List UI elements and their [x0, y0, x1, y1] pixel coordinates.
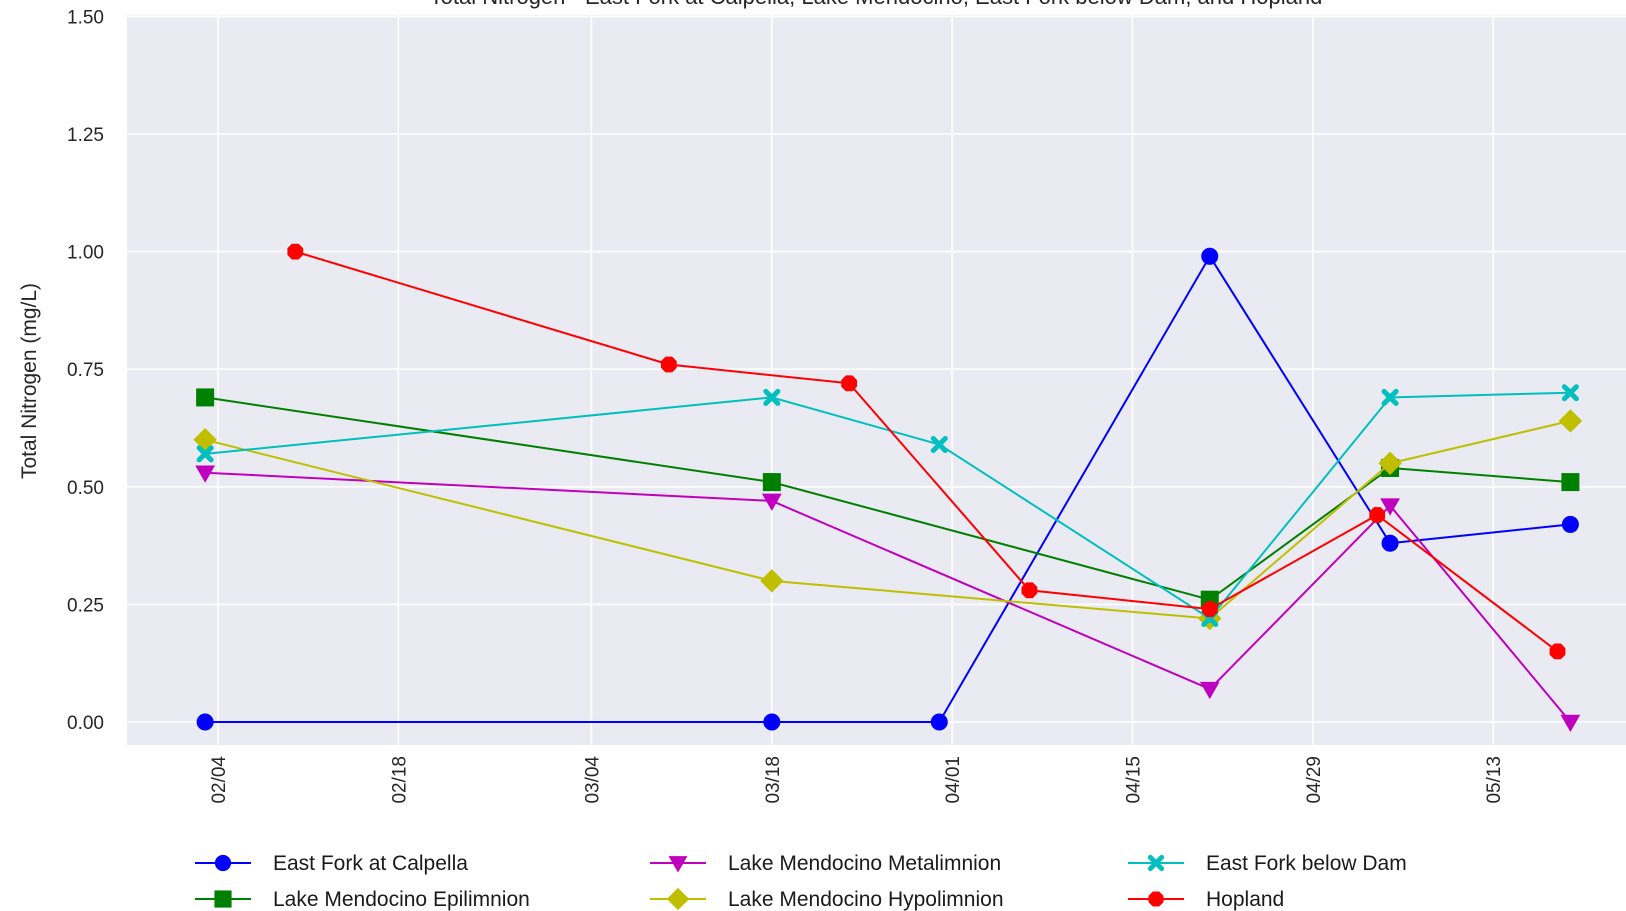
x-marker-stroke: [196, 445, 214, 463]
data-point-east-fork-at-calpella: [196, 713, 214, 731]
y-tick-label: 0.75: [67, 360, 104, 381]
data-point-east-fork-below-dam: [1561, 384, 1579, 402]
legend: East Fork at Calpella Lake Mendocino Epil…: [195, 852, 1407, 911]
x-tick-label: 03/18: [763, 756, 784, 804]
data-point-hopland: [1369, 507, 1386, 523]
y-tick-label: 0.25: [67, 595, 104, 616]
plot-area: [127, 15, 1626, 745]
legend-item: Lake Mendocino Metalimnion: [650, 852, 1001, 875]
y-axis-ticks: 0.00 0.25 0.50 0.75 1.00 1.25 1.50: [67, 7, 104, 734]
legend-item: Lake Mendocino Hypolimnion: [650, 887, 1004, 911]
grid: [127, 15, 1626, 745]
series-line-east-fork-below-dam: [205, 391, 1571, 620]
y-axis-label: Total Nitrogen (mg/L): [18, 283, 41, 479]
data-point-lake-mendocino-epilimnion: [196, 388, 215, 407]
series-east-fork-at-calpella: [196, 247, 1579, 731]
data-point-hopland: [1549, 643, 1566, 660]
x-tick-label: 05/13: [1484, 756, 1505, 804]
legend-item: East Fork below Dam: [1128, 852, 1407, 875]
data-point-hopland: [841, 375, 857, 392]
data-point-lake-mendocino-metalimnion: [1199, 681, 1220, 700]
legend-label: East Fork below Dam: [1206, 852, 1407, 875]
y-tick-label: 1.25: [67, 125, 104, 146]
series-line-east-fork-at-calpella: [205, 254, 1571, 723]
legend-marker: [214, 854, 232, 872]
data-point-hopland: [1021, 582, 1038, 599]
data-point-east-fork-below-dam: [196, 445, 214, 463]
series-east-fork-below-dam: [196, 384, 1579, 628]
data-point-lake-mendocino-hypolimnion: [1558, 409, 1583, 433]
legend-label: Lake Mendocino Hypolimnion: [728, 888, 1004, 911]
data-point-lake-mendocino-metalimnion: [195, 465, 215, 483]
x-tick-label: 04/29: [1304, 756, 1325, 804]
data-point-lake-mendocino-metalimnion: [761, 493, 782, 511]
legend-label: East Fork at Calpella: [273, 852, 468, 875]
legend-marker: [1148, 891, 1164, 907]
x-tick-label: 04/15: [1123, 756, 1144, 804]
series-layer: [193, 243, 1583, 733]
data-point-east-fork-at-calpella: [930, 713, 948, 731]
data-point-east-fork-at-calpella: [1381, 534, 1399, 552]
data-point-lake-mendocino-metalimnion: [1380, 498, 1400, 516]
data-point-east-fork-below-dam: [930, 435, 948, 453]
legend-label: Hopland: [1206, 888, 1284, 911]
x-marker-stroke: [1147, 854, 1165, 872]
y-tick-label: 0.00: [67, 713, 104, 734]
x-tick-label: 02/18: [389, 756, 410, 804]
data-point-east-fork-at-calpella: [763, 713, 781, 731]
series-lake-mendocino-metalimnion: [195, 465, 1581, 733]
data-point-lake-mendocino-epilimnion: [762, 473, 781, 492]
data-point-hopland: [1201, 601, 1218, 617]
x-tick-label: 02/04: [209, 756, 230, 804]
x-tick-label: 04/01: [943, 756, 964, 804]
data-point-hopland: [660, 356, 677, 373]
series-hopland: [287, 243, 1566, 660]
data-point-east-fork-below-dam: [1381, 388, 1399, 406]
y-tick-label: 1.00: [67, 243, 104, 264]
chart-title: Total Nitrogen - East Fork at Calpella, …: [430, 0, 1323, 9]
data-point-lake-mendocino-hypolimnion: [1378, 451, 1402, 475]
legend-marker: [666, 887, 690, 911]
x-marker-stroke: [763, 388, 781, 406]
data-point-east-fork-at-calpella: [1201, 247, 1219, 265]
legend-item: East Fork at Calpella: [195, 852, 468, 875]
legend-marker: [214, 890, 232, 908]
legend-item: Lake Mendocino Epilimnion: [195, 888, 530, 911]
x-tick-label: 03/04: [583, 756, 604, 804]
y-tick-label: 1.50: [67, 7, 104, 28]
data-point-lake-mendocino-epilimnion: [1561, 473, 1580, 492]
x-marker-stroke: [930, 435, 948, 453]
data-point-hopland: [287, 243, 304, 260]
x-marker-stroke: [1381, 388, 1399, 406]
x-axis-ticks: 02/04 02/18 03/04 03/18 04/01 04/15 04/29 05/13: [209, 756, 1505, 804]
legend-marker: [668, 856, 688, 873]
y-tick-label: 0.50: [67, 478, 104, 499]
data-point-east-fork-below-dam: [763, 388, 781, 406]
legend-marker: [1147, 854, 1165, 872]
data-point-lake-mendocino-hypolimnion: [760, 569, 784, 593]
legend-item: Hopland: [1128, 888, 1284, 911]
legend-label: Lake Mendocino Metalimnion: [728, 852, 1001, 875]
x-marker-stroke: [1561, 384, 1579, 402]
data-point-lake-mendocino-metalimnion: [1560, 714, 1581, 733]
data-point-east-fork-at-calpella: [1561, 515, 1579, 533]
legend-label: Lake Mendocino Epilimnion: [273, 888, 530, 911]
